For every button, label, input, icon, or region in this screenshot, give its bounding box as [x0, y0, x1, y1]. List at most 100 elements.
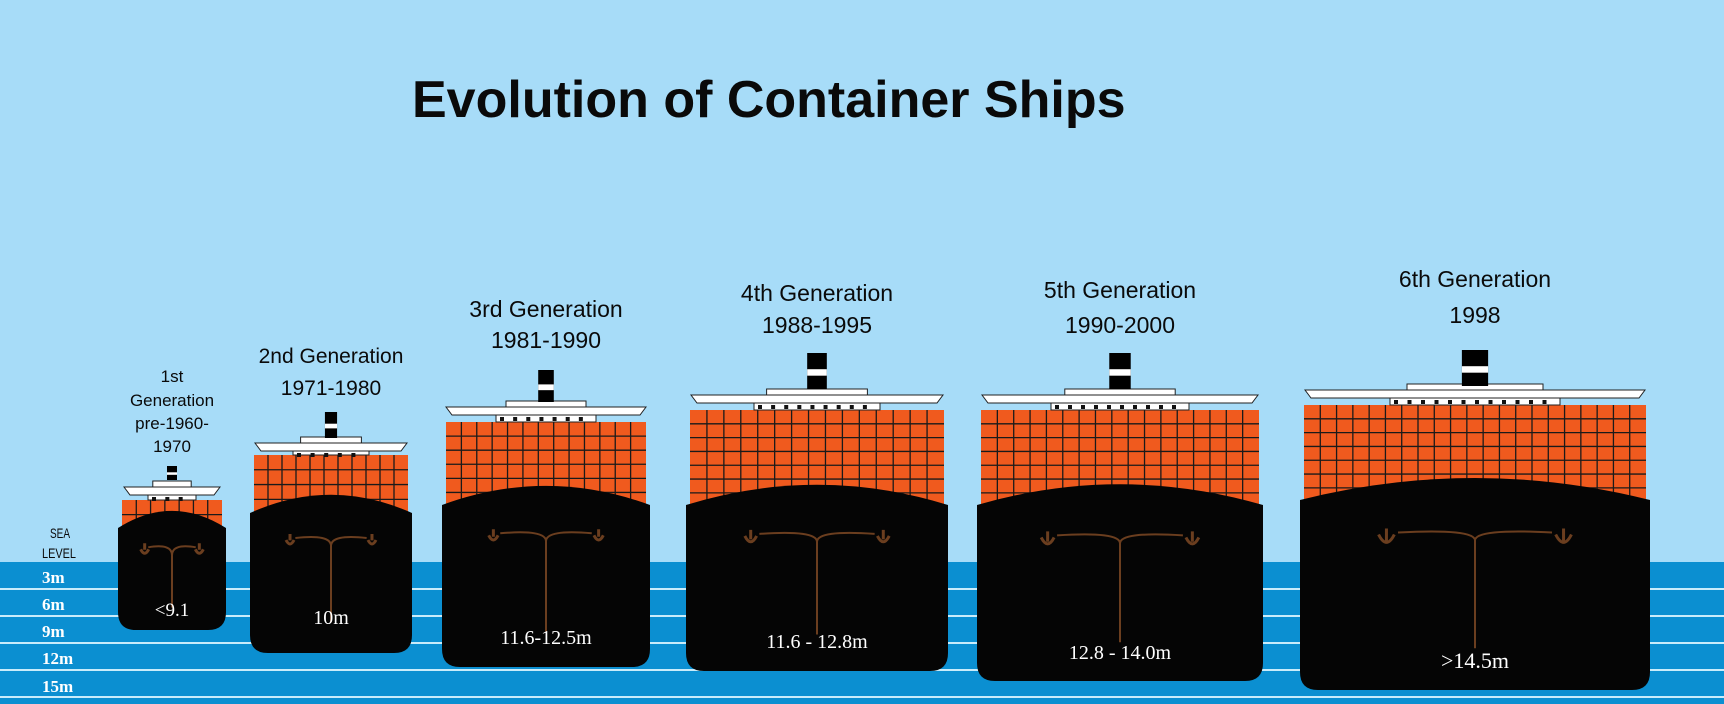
- ship-label-line: 3rd Generation: [469, 296, 622, 322]
- bridge-window: [1172, 405, 1176, 409]
- bridge-window: [1529, 400, 1533, 404]
- bridge-window: [513, 417, 518, 421]
- bridge-window: [810, 405, 815, 409]
- bridge-window: [526, 417, 531, 421]
- funnel-stripe: [1461, 366, 1489, 373]
- bridge-window: [1421, 400, 1425, 404]
- ship-label-line: 1971-1980: [281, 377, 381, 400]
- bridge-wing: [123, 486, 221, 496]
- ships-layer: 1st Generation pre-1960- 1970 <9.1 2nd Genera…: [118, 266, 1650, 690]
- bridge-window: [758, 405, 762, 409]
- bridge-window: [797, 405, 802, 409]
- bridge-window: [784, 405, 789, 409]
- draft-label: 12.8 - 14.0m: [1069, 642, 1172, 664]
- funnel-stripe: [1109, 369, 1131, 376]
- depth-label-6m: 6m: [42, 595, 65, 614]
- depth-label-12m: 12m: [42, 649, 73, 668]
- ship-label-line: 1988-1995: [762, 312, 872, 338]
- bridge-house: [753, 402, 881, 411]
- bridge-window: [1120, 405, 1124, 409]
- bridge-window: [1488, 400, 1493, 404]
- bridge-window: [1159, 405, 1163, 409]
- bridge-window: [351, 453, 356, 457]
- bridge-window: [297, 453, 301, 457]
- bulbous-bow-outline: [1039, 531, 1201, 643]
- funnel-stripe: [538, 384, 554, 391]
- bridge-window: [1146, 405, 1150, 409]
- ship-label-line: 4th Generation: [741, 280, 893, 306]
- bridge-window: [1133, 405, 1137, 409]
- draft-label: >14.5m: [1441, 648, 1509, 673]
- ship-generation-2: 2nd Generation 1971-1980 10m: [250, 345, 412, 653]
- draft-label: <9.1: [155, 600, 189, 621]
- bridge-window: [1475, 400, 1479, 404]
- bridge-top: [1064, 388, 1176, 396]
- bridge-wing: [1304, 389, 1646, 399]
- ship-generation-4: 4th Generation 1988-1995 11.6 - 12.8m: [686, 280, 948, 671]
- bridge-house: [147, 494, 197, 501]
- bridge-wing: [981, 394, 1259, 404]
- bridge-window: [1542, 400, 1547, 404]
- depth-label-9m: 9m: [42, 622, 65, 641]
- bridge-wing: [254, 442, 408, 452]
- ship-label-line: 6th Generation: [1399, 266, 1551, 292]
- ship-label-line: 2nd Generation: [259, 345, 404, 368]
- draft-label: 11.6-12.5m: [500, 627, 592, 649]
- bridge-window: [1448, 400, 1452, 404]
- bridge-window: [500, 417, 504, 421]
- ship-label-line: 1st: [161, 367, 184, 386]
- ship-label-line: 1970: [153, 437, 191, 456]
- ship-generation-5: 5th Generation 1990-2000 12.8 - 14.0m: [977, 277, 1263, 681]
- bridge-window: [862, 405, 867, 409]
- ship-label-line: 1990-2000: [1065, 312, 1175, 338]
- bridge-window: [178, 497, 183, 501]
- bridge-window: [1107, 405, 1111, 409]
- bridge-window: [836, 405, 841, 409]
- bridge-window: [578, 417, 583, 421]
- funnel-stripe: [167, 472, 177, 475]
- bridge-window: [165, 497, 170, 501]
- bridge-window: [1094, 405, 1098, 409]
- sea-level-label-line-1: SEA: [50, 525, 70, 541]
- ship-generation-1: 1st Generation pre-1960- 1970 <9.1: [118, 367, 226, 630]
- bridge-top: [766, 388, 868, 396]
- ship-label-line: pre-1960-: [135, 414, 209, 433]
- draft-label: 11.6 - 12.8m: [766, 631, 868, 653]
- bridge-window: [1068, 405, 1072, 409]
- draft-label: 10m: [313, 607, 349, 629]
- bridge-window: [1461, 400, 1466, 404]
- bridge-window: [152, 497, 156, 501]
- depth-labels: 3m 6m 9m 12m 15m: [42, 568, 73, 696]
- ship-generation-6: 6th Generation 1998 >14.5m: [1300, 266, 1650, 690]
- bridge-wing: [690, 394, 944, 404]
- bridge-window: [1502, 400, 1506, 404]
- funnel-stripe: [807, 369, 827, 376]
- bridge-window: [1434, 400, 1439, 404]
- bulbous-bow-outline: [284, 534, 378, 623]
- bridge-window: [1394, 400, 1398, 404]
- bulbous-bow-outline: [139, 543, 205, 608]
- bridge-window: [1407, 400, 1412, 404]
- bridge-window: [337, 453, 342, 457]
- bridge-window: [552, 417, 557, 421]
- ship-generation-3: 3rd Generation 1981-1990 11.6-12.5m: [442, 296, 650, 667]
- bridge-window: [771, 405, 776, 409]
- bridge-window: [849, 405, 854, 409]
- bridge-window: [539, 417, 544, 421]
- ship-label-line: 5th Generation: [1044, 277, 1196, 303]
- funnel-stripe: [324, 423, 338, 429]
- bridge-top: [152, 480, 192, 488]
- ship-label-line: 1998: [1449, 302, 1500, 328]
- depth-label-3m: 3m: [42, 568, 65, 587]
- bridge-window: [1081, 405, 1085, 409]
- bridge-house: [495, 414, 597, 423]
- bridge-window: [823, 405, 828, 409]
- bridge-wing: [445, 406, 647, 416]
- ship-label-line: Generation: [130, 391, 214, 410]
- bridge-window: [1515, 400, 1520, 404]
- bridge-window: [324, 453, 329, 457]
- bulbous-bow-outline: [743, 529, 891, 635]
- ship-label-line: 1981-1990: [491, 327, 601, 353]
- diagram-title: Evolution of Container Ships: [412, 71, 1126, 129]
